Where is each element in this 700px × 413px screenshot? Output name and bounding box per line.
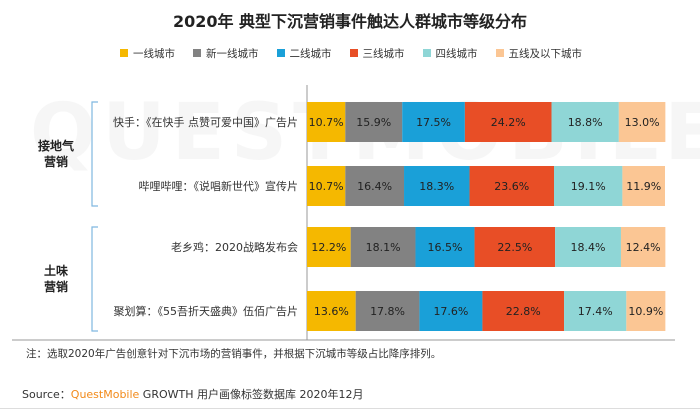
source-brand: QuestMobile — [70, 388, 140, 401]
data-label: 18.1% — [366, 241, 401, 254]
bar-segment — [551, 102, 619, 142]
group-label: 土味 — [44, 263, 68, 278]
bar-segment — [419, 291, 483, 331]
bar-segment — [355, 291, 420, 331]
bar-segment — [626, 291, 666, 331]
data-label: 12.4% — [626, 241, 661, 254]
category-label: 哔哩哔哩：《说唱新世代》宣传片 — [139, 179, 299, 193]
bar-segment — [474, 227, 556, 267]
chart-note: 注：选取2020年广告创意针对下沉市场的营销事件，并根据下沉城市等级占比降序排列… — [26, 348, 442, 360]
bar-segment — [345, 102, 403, 142]
data-label: 16.4% — [357, 180, 392, 193]
data-label: 24.2% — [491, 116, 526, 129]
source-prefix: Source： — [22, 388, 71, 401]
data-label: 13.6% — [314, 305, 349, 318]
data-label: 16.5% — [428, 241, 463, 254]
category-label: 快手：《在快手 点赞可爱中国》广告片 — [113, 115, 298, 129]
data-label: 22.8% — [506, 305, 541, 318]
data-label: 17.5% — [416, 116, 451, 129]
bar-segment — [404, 166, 470, 206]
group-label: 接地气 — [38, 138, 74, 153]
chart-title: 2020年 典型下沉营销事件触达人群城市等级分布 — [172, 12, 528, 31]
data-label: 17.8% — [370, 305, 405, 318]
data-label: 10.7% — [309, 116, 344, 129]
data-label: 19.1% — [571, 180, 606, 193]
category-label: 老乡鸡：2020战略发布会 — [171, 240, 298, 254]
legend-item-5: 五线及以下城市 — [495, 46, 583, 61]
legend-label: 一线城市 — [133, 47, 175, 60]
group-label: 营销 — [44, 154, 68, 169]
bottom-divider — [0, 408, 700, 409]
bar-segment — [469, 166, 555, 206]
legend-swatch — [349, 49, 358, 57]
bar-segment — [307, 166, 346, 206]
legend-item-2: 二线城市 — [276, 46, 332, 61]
data-label: 18.4% — [571, 241, 606, 254]
data-label: 23.6% — [494, 180, 529, 193]
bar-segment — [415, 227, 475, 267]
legend-swatch — [422, 49, 431, 57]
data-label: 13.0% — [625, 116, 660, 129]
legend-item-1: 新一线城市 — [193, 46, 259, 61]
data-label: 18.3% — [419, 180, 454, 193]
bar-segment — [482, 291, 565, 331]
legend-swatch — [276, 49, 285, 57]
legend-label: 三线城市 — [362, 47, 405, 60]
group-label: 营销 — [44, 279, 68, 294]
data-label: 18.8% — [568, 116, 603, 129]
bar-segment — [564, 291, 627, 331]
bar-segment — [307, 291, 356, 331]
bar-segment — [345, 166, 405, 206]
data-label: 17.6% — [433, 305, 468, 318]
bar-segment — [402, 102, 465, 142]
legend-item-0: 一线城市 — [120, 46, 175, 61]
data-label: 22.5% — [497, 241, 532, 254]
source-suffix: GROWTH 用户画像标签数据库 2020年12月 — [139, 388, 364, 401]
legend-swatch — [120, 49, 128, 57]
bar-segment — [464, 102, 552, 142]
bar-segment — [555, 227, 621, 267]
bar-segment — [307, 102, 346, 142]
group-bracket — [91, 101, 98, 207]
legend-label: 五线及以下城市 — [508, 47, 583, 60]
legend-item-3: 三线城市 — [349, 46, 405, 61]
bar-segment — [618, 102, 666, 142]
data-label: 12.2% — [311, 241, 346, 254]
data-label: 15.9% — [356, 116, 391, 129]
bar-segment — [620, 227, 666, 267]
category-label: 聚划算：《55吾折天盛典》伍佰广告片 — [114, 304, 299, 318]
legend-swatch — [193, 49, 201, 57]
legend-item-4: 四线城市 — [422, 46, 478, 61]
data-label: 17.4% — [578, 305, 613, 318]
chart-legend: 一线城市 新一线城市 二线城市 三线城市 四线城市 五线及以下城市 — [120, 45, 600, 61]
data-label: 10.9% — [628, 305, 663, 318]
legend-swatch — [495, 49, 504, 57]
source-line: Source：QuestMobile GROWTH 用户画像标签数据库 2020… — [22, 386, 364, 402]
bar-segment — [350, 227, 416, 267]
bar-segment — [622, 166, 665, 206]
legend-label: 新一线城市 — [206, 47, 259, 60]
legend-label: 四线城市 — [435, 47, 478, 60]
bar-segment — [554, 166, 623, 206]
group-bracket — [91, 226, 98, 332]
data-label: 10.7% — [309, 180, 344, 193]
data-label: 11.9% — [626, 180, 661, 193]
bar-segment — [307, 227, 351, 267]
legend-label: 二线城市 — [289, 47, 332, 60]
